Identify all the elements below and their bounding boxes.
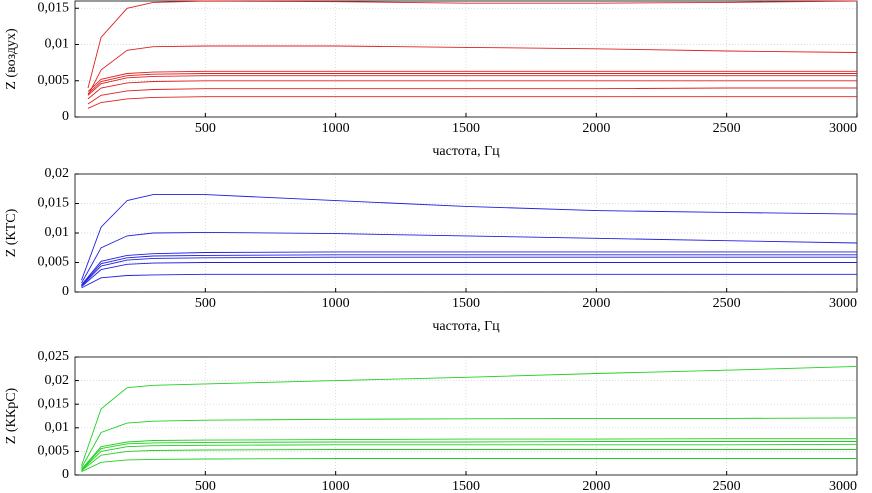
series-line <box>81 441 857 471</box>
x-tick-label: 2000 <box>582 121 610 136</box>
y-tick-label: 0,015 <box>38 196 70 211</box>
y-axis-label: Z (КТС) <box>4 208 19 257</box>
plot-frame <box>74 173 858 293</box>
x-tick-label: 2000 <box>582 296 610 311</box>
series-line <box>87 0 858 89</box>
series-line <box>87 80 857 100</box>
y-tick-label: 0,02 <box>45 166 70 181</box>
series-line <box>81 417 858 469</box>
x-tick-label: 500 <box>195 296 216 311</box>
y-axis-label: Z (воздух) <box>4 28 19 90</box>
y-tick-label: 0,02 <box>45 373 70 388</box>
x-tick-label: 1000 <box>322 296 350 311</box>
x-tick-label: 3000 <box>829 121 857 136</box>
plot-frame <box>74 0 858 118</box>
series-line <box>81 365 858 466</box>
y-tick-label: 0,025 <box>38 349 70 364</box>
x-tick-label: 1500 <box>452 121 480 136</box>
series-line <box>87 87 857 105</box>
series-line <box>81 449 857 472</box>
y-tick-label: 0 <box>62 467 69 482</box>
series-line <box>87 96 857 109</box>
series-line <box>87 45 858 96</box>
plot-frame <box>74 356 858 476</box>
y-axis-label: Z (ККрС) <box>4 387 19 444</box>
series-line <box>81 194 858 281</box>
x-tick-label: 500 <box>195 121 216 136</box>
series-line <box>81 251 857 286</box>
x-tick-label: 1000 <box>322 479 350 493</box>
y-tick-label: 0 <box>62 109 69 124</box>
x-tick-label: 2500 <box>713 479 741 493</box>
series-line <box>81 231 858 284</box>
series-line <box>81 443 858 471</box>
series-line <box>87 75 857 96</box>
x-tick-label: 2000 <box>582 479 610 493</box>
x-tick-label: 500 <box>195 479 216 493</box>
x-tick-label: 1500 <box>452 296 480 311</box>
y-tick-label: 0,005 <box>38 444 70 459</box>
y-tick-label: 0,005 <box>38 255 70 270</box>
x-axis-label: частота, Гц <box>432 319 500 334</box>
x-tick-label: 1500 <box>452 479 480 493</box>
x-axis-label: частота, Гц <box>432 144 500 159</box>
series-line <box>81 254 857 286</box>
x-tick-label: 2500 <box>713 121 741 136</box>
series-line <box>81 458 857 473</box>
x-tick-label: 3000 <box>829 296 857 311</box>
y-tick-label: 0,01 <box>45 420 70 435</box>
y-tick-label: 0,01 <box>45 37 70 52</box>
y-tick-label: 0,01 <box>45 225 70 240</box>
x-tick-label: 3000 <box>829 479 857 493</box>
y-tick-label: 0,015 <box>38 0 70 15</box>
series-line <box>81 262 857 288</box>
series-line <box>87 70 857 92</box>
series-line <box>81 256 857 287</box>
series-line <box>81 273 857 289</box>
series-line <box>87 73 857 95</box>
y-tick-label: 0 <box>62 284 69 299</box>
y-tick-label: 0,015 <box>38 396 70 411</box>
y-tick-label: 0,005 <box>38 73 70 88</box>
x-tick-label: 2500 <box>713 296 741 311</box>
series-line <box>81 438 857 470</box>
x-tick-label: 1000 <box>322 121 350 136</box>
